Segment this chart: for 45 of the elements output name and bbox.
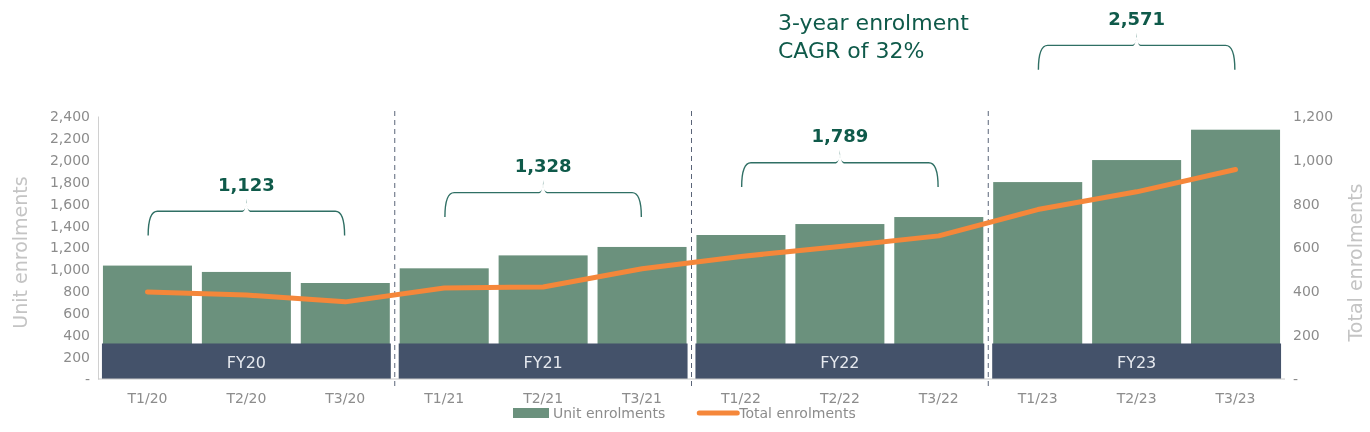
y-tick-label: 1,000 [49,261,90,278]
x-tick-label: T1/20 [126,390,168,406]
y-tick-label: 800 [63,283,90,300]
x-tick-label: T2/23 [1115,390,1157,406]
x-tick-label: T1/21 [423,390,465,406]
y-axis-title: Unit enrolments [9,176,31,329]
annotation: 1,123 [217,173,275,195]
y-tick-label: 2,000 [49,151,90,168]
x-tick-label: T3/23 [1214,390,1256,406]
x-tick-label: T3/21 [621,390,663,406]
x-tick-label: T1/22 [719,390,761,406]
y-tick-label: 1,600 [49,195,90,212]
x-tick-label: T2/22 [818,390,860,406]
x-tick-label: T3/22 [917,390,959,406]
text: 3-year enrolment CAGR of 32% [778,10,970,63]
y-tick-label: 1,800 [49,173,90,190]
y-tick-label: 2,200 [49,129,90,146]
y-tick-label: 1,200 [49,239,90,256]
y2-tick-label: 200 [1293,327,1320,344]
y-tick-label: - [84,370,90,387]
annotation: 1,328 [514,154,572,176]
y2-axis-title: Total enrolments [1344,183,1366,343]
x-tick-label: T2/21 [522,390,564,406]
x-tick-label: T1/23 [1016,390,1058,406]
x-tick-label: T3/20 [324,390,366,406]
text: 2,571 [1108,7,1166,29]
y-tick-label: 200 [63,349,90,366]
annotation: FY22 [820,353,860,372]
y-tick-label: 1,400 [49,217,90,234]
y-tick-label: 600 [63,305,90,322]
annotation: FY21 [523,353,563,372]
y-tick-label: 400 [63,327,90,344]
y2-tick-label: 1,200 [1293,107,1334,124]
x-tick-label: T2/20 [225,390,267,406]
y2-tick-label: - [1293,370,1299,387]
legend-label: Unit enrolments [553,405,666,421]
y2-tick-label: 400 [1293,283,1320,300]
annotation: FY23 [1116,353,1157,372]
y2-tick-label: 600 [1293,239,1320,256]
annotation: FY20 [226,353,267,372]
y2-tick-label: 800 [1293,195,1320,212]
y-tick-label: 2,400 [49,107,90,124]
annotation: 1,789 [811,125,869,147]
y2-tick-label: 1,000 [1293,151,1334,168]
legend-label: Total enrolments [738,405,856,421]
